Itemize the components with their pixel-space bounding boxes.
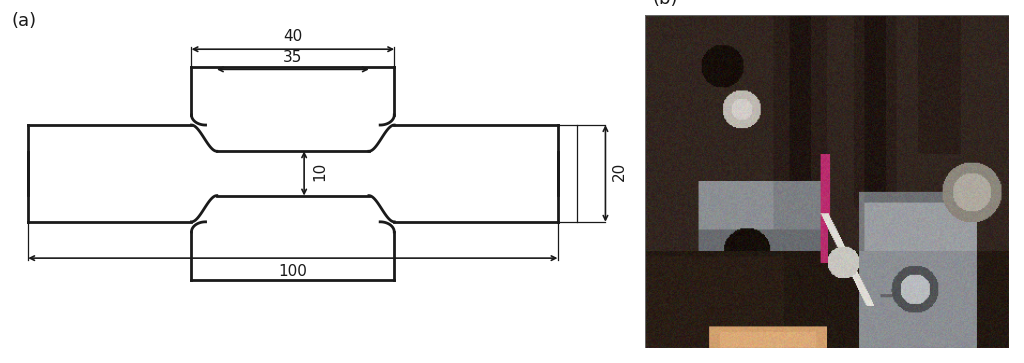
Text: (a): (a) <box>11 12 37 30</box>
Text: 10: 10 <box>312 162 328 181</box>
Text: (b): (b) <box>652 0 678 8</box>
Text: 40: 40 <box>284 29 302 44</box>
Text: 35: 35 <box>284 49 302 65</box>
Text: 100: 100 <box>279 264 307 279</box>
Text: 20: 20 <box>612 162 627 181</box>
